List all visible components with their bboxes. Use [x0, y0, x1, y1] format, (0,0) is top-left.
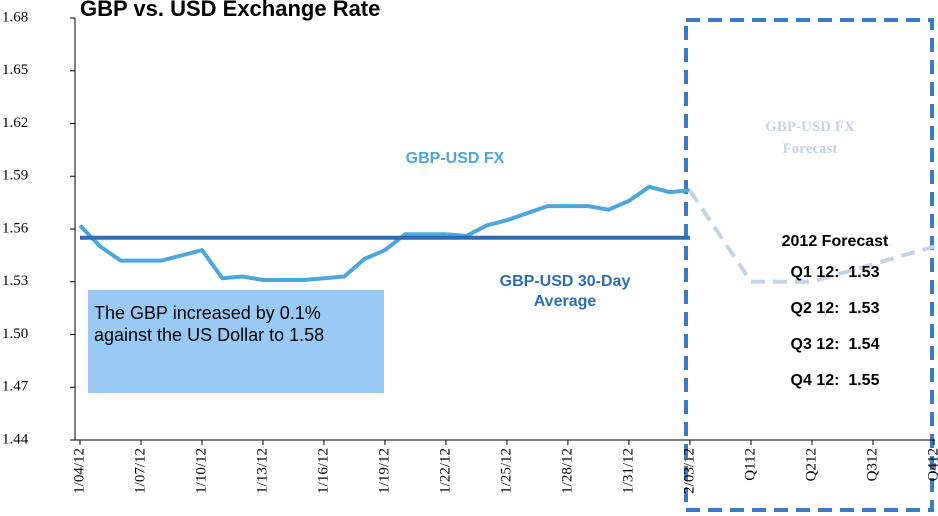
- x-tick-label: 1/04/12: [71, 448, 87, 494]
- x-tick-label: Q112: [742, 448, 758, 481]
- series-label: GBP-USD FX Forecast: [765, 119, 855, 157]
- y-tick-label: 1.56: [2, 220, 29, 236]
- forecast-box: [684, 18, 934, 512]
- x-tick-label: Q312: [864, 448, 880, 481]
- x-tick-label: 1/25/12: [498, 448, 514, 494]
- series-line: [688, 189, 935, 284]
- x-tick-label: 2/03/12: [681, 448, 697, 494]
- y-tick-label: 1.44: [2, 431, 29, 447]
- x-tick-label: Q212: [803, 448, 819, 481]
- y-tick-label: 1.62: [2, 115, 28, 131]
- x-tick-label: 1/13/12: [254, 448, 270, 494]
- y-tick-label: 1.47: [2, 379, 29, 395]
- y-tick-label: 1.68: [2, 9, 28, 25]
- y-tick-label: 1.59: [2, 168, 28, 184]
- x-tick-label: 1/31/12: [620, 448, 636, 494]
- x-tick-label: Q412: [925, 448, 938, 481]
- x-tick-label: 1/28/12: [559, 448, 575, 494]
- y-tick-label: 1.53: [2, 273, 28, 289]
- x-tick-label: 1/10/12: [193, 448, 209, 494]
- x-tick-label: 1/19/12: [376, 448, 392, 494]
- series-line: [78, 184, 691, 282]
- chart-title: GBP vs. USD Exchange Rate: [80, 0, 380, 21]
- x-tick-label: 1/07/12: [132, 448, 148, 494]
- y-tick-label: 1.50: [2, 326, 28, 342]
- x-tick-label: 1/22/12: [437, 448, 453, 494]
- forecast-row: Q4 12: 1.55: [790, 372, 880, 389]
- x-tick-label: 1/16/12: [315, 448, 331, 494]
- forecast-title: 2012 Forecast: [781, 233, 889, 250]
- forecast-row: Q2 12: 1.53: [790, 300, 880, 317]
- forecast-row: Q3 12: 1.54: [790, 336, 880, 353]
- annotation: The GBP increased by 0.1% against the US…: [94, 303, 325, 345]
- y-tick-label: 1.65: [2, 62, 28, 78]
- forecast-row: Q1 12: 1.53: [790, 264, 880, 281]
- series-label: GBP-USD FX: [405, 150, 505, 167]
- note-box: [88, 290, 384, 393]
- series-label: GBP-USD 30-Day Average: [499, 273, 631, 310]
